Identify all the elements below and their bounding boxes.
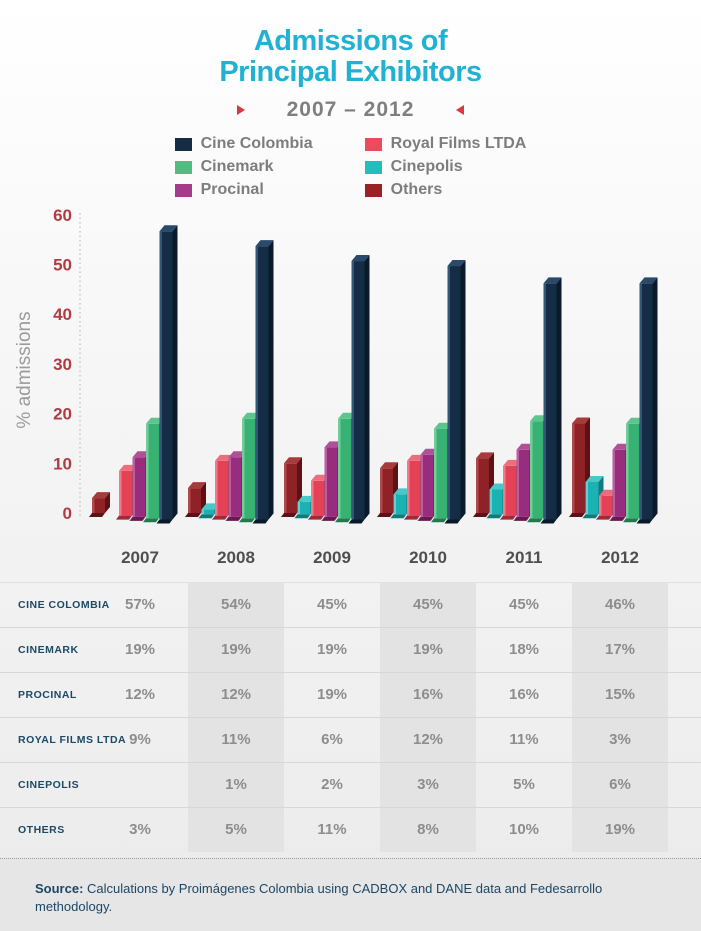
table-cell: 19% <box>412 641 444 659</box>
legend-swatch <box>364 160 382 174</box>
row-label: OTHERS <box>18 823 65 836</box>
table-cell: 6% <box>321 731 343 749</box>
svg-text:60: 60 <box>53 205 72 224</box>
table-cell: 17% <box>604 641 636 659</box>
subtitle-row: 2007 – 2012 <box>0 98 701 122</box>
table-cell: 15% <box>604 686 636 704</box>
table-cell: 8% <box>417 821 439 839</box>
table-cell: 3% <box>417 776 439 794</box>
table-cell: 10% <box>508 821 540 839</box>
source-label: Source: <box>35 881 84 896</box>
row-label: CINEPOLIS <box>18 778 80 791</box>
legend-swatch <box>174 160 192 174</box>
legend-label: Procinal <box>200 181 264 199</box>
row-label: CINEMARK <box>18 643 79 656</box>
table-row: CINEPOLIS 1% 2% 3% 5% 6% <box>0 763 701 808</box>
year-label: 2008 <box>217 547 255 567</box>
source-band: Source: Calculations by Proimágenes Colo… <box>0 858 701 931</box>
legend-label: Royal Films LTDA <box>390 135 527 153</box>
arrow-left-icon <box>456 104 465 115</box>
legend-item: Cinepolis <box>364 158 527 177</box>
table-cell: 11% <box>509 731 539 749</box>
table-cell: 9% <box>129 731 151 749</box>
year-label: 2009 <box>313 547 351 567</box>
table-cell: 54% <box>220 596 252 614</box>
table-cell: 11% <box>317 821 347 839</box>
row-label: CINE COLOMBIA <box>18 598 110 611</box>
table-row: CINEMARK 19% 19% 19% 19% 18% 17% <box>0 628 701 673</box>
table-cell: 12% <box>220 686 252 704</box>
table-cell: 3% <box>129 821 151 839</box>
svg-text:40: 40 <box>53 305 72 324</box>
table-cell: 16% <box>508 686 540 704</box>
data-table: CINE COLOMBIA 57% 54% 45% 45% 45% 46% CI… <box>0 581 701 852</box>
legend-item: Procinal <box>174 181 313 200</box>
row-label: ROYAL FILMS LTDA <box>18 733 127 746</box>
table-cell: 12% <box>412 731 444 749</box>
year-label: 2007 <box>121 547 159 567</box>
legend-item: Others <box>364 181 527 200</box>
table-cell: 18% <box>508 641 540 659</box>
legend: Cine Colombia Cinemark Procinal Royal Fi… <box>0 135 701 200</box>
year-label: 2012 <box>601 547 639 567</box>
row-label: PROCINAL <box>18 688 77 701</box>
table-cell: 45% <box>508 596 540 614</box>
table-row: CINE COLOMBIA 57% 54% 45% 45% 45% 46% <box>0 583 701 628</box>
table-cell: 3% <box>609 731 631 749</box>
legend-item: Royal Films LTDA <box>364 135 527 154</box>
header: Admissions of Principal Exhibitors 2007 … <box>0 0 701 122</box>
year-label: 2010 <box>409 547 447 567</box>
table-cell: 5% <box>225 821 247 839</box>
arrow-right-icon <box>236 104 245 115</box>
legend-label: Cinemark <box>200 158 274 176</box>
table-cell: 19% <box>604 821 636 839</box>
svg-text:50: 50 <box>53 255 72 274</box>
legend-swatch <box>174 183 192 197</box>
table-cell: 1% <box>225 776 247 794</box>
legend-column-left: Cine Colombia Cinemark Procinal <box>174 135 313 200</box>
legend-swatch <box>364 137 382 151</box>
table-cell: 45% <box>412 596 444 614</box>
x-axis-years: 2007 2008 2009 2010 2011 2012 <box>0 545 701 571</box>
year-label: 2011 <box>505 547 543 567</box>
page-title: Admissions of Principal Exhibitors <box>219 25 482 89</box>
table-cell: 6% <box>609 776 631 794</box>
chart-area: 0 10 20 30 40 50 60 % admissions <box>0 205 701 545</box>
table-cell: 12% <box>124 686 156 704</box>
table-cell: 19% <box>124 641 156 659</box>
svg-text:0: 0 <box>63 504 72 523</box>
source-body: Calculations by Proimágenes Colombia usi… <box>35 881 603 914</box>
table-cell: 45% <box>316 596 348 614</box>
svg-text:30: 30 <box>53 355 72 374</box>
subtitle: 2007 – 2012 <box>286 97 415 121</box>
table-cell: 16% <box>412 686 444 704</box>
table-cell: 19% <box>316 641 348 659</box>
source-text: Source: Calculations by Proimágenes Colo… <box>35 881 602 914</box>
table-cell: 57% <box>124 596 156 614</box>
table-row: OTHERS 3% 5% 11% 8% 10% 19% <box>0 808 701 852</box>
svg-text:% admissions: % admissions <box>14 311 35 428</box>
table-row: PROCINAL 12% 12% 19% 16% 16% 15% <box>0 673 701 718</box>
table-cell: 19% <box>220 641 252 659</box>
legend-label: Others <box>390 181 443 199</box>
table-cell: 5% <box>513 776 535 794</box>
legend-swatch <box>174 137 192 151</box>
legend-swatch <box>364 183 382 197</box>
legend-item: Cinemark <box>174 158 313 177</box>
svg-text:10: 10 <box>53 454 72 473</box>
svg-text:20: 20 <box>53 404 72 423</box>
legend-label: Cine Colombia <box>200 135 313 153</box>
legend-item: Cine Colombia <box>174 135 313 154</box>
table-cell: 46% <box>604 596 636 614</box>
legend-column-right: Royal Films LTDA Cinepolis Others <box>364 135 527 200</box>
legend-label: Cinepolis <box>390 158 463 176</box>
table-row: ROYAL FILMS LTDA 9% 11% 6% 12% 11% 3% <box>0 718 701 763</box>
table-cell: 2% <box>321 776 343 794</box>
bar-chart: 0 10 20 30 40 50 60 % admissions <box>14 205 658 524</box>
table-cell: 11% <box>221 731 251 749</box>
table-cell: 19% <box>316 686 348 704</box>
